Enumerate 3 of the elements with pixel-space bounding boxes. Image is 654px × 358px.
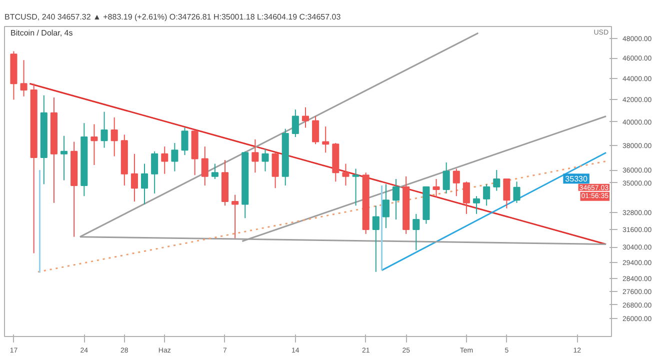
annotation: 35330 [565,174,588,184]
chart-subtitle: Bitcoin / Dolar, 4s [10,28,73,38]
chart-title: BTCUSD, 240 34657.32 ▲ +883.19 (+2.61%) O:34726.81 H:35001.18 L:34604.19 C:34657.03 [4,12,342,22]
